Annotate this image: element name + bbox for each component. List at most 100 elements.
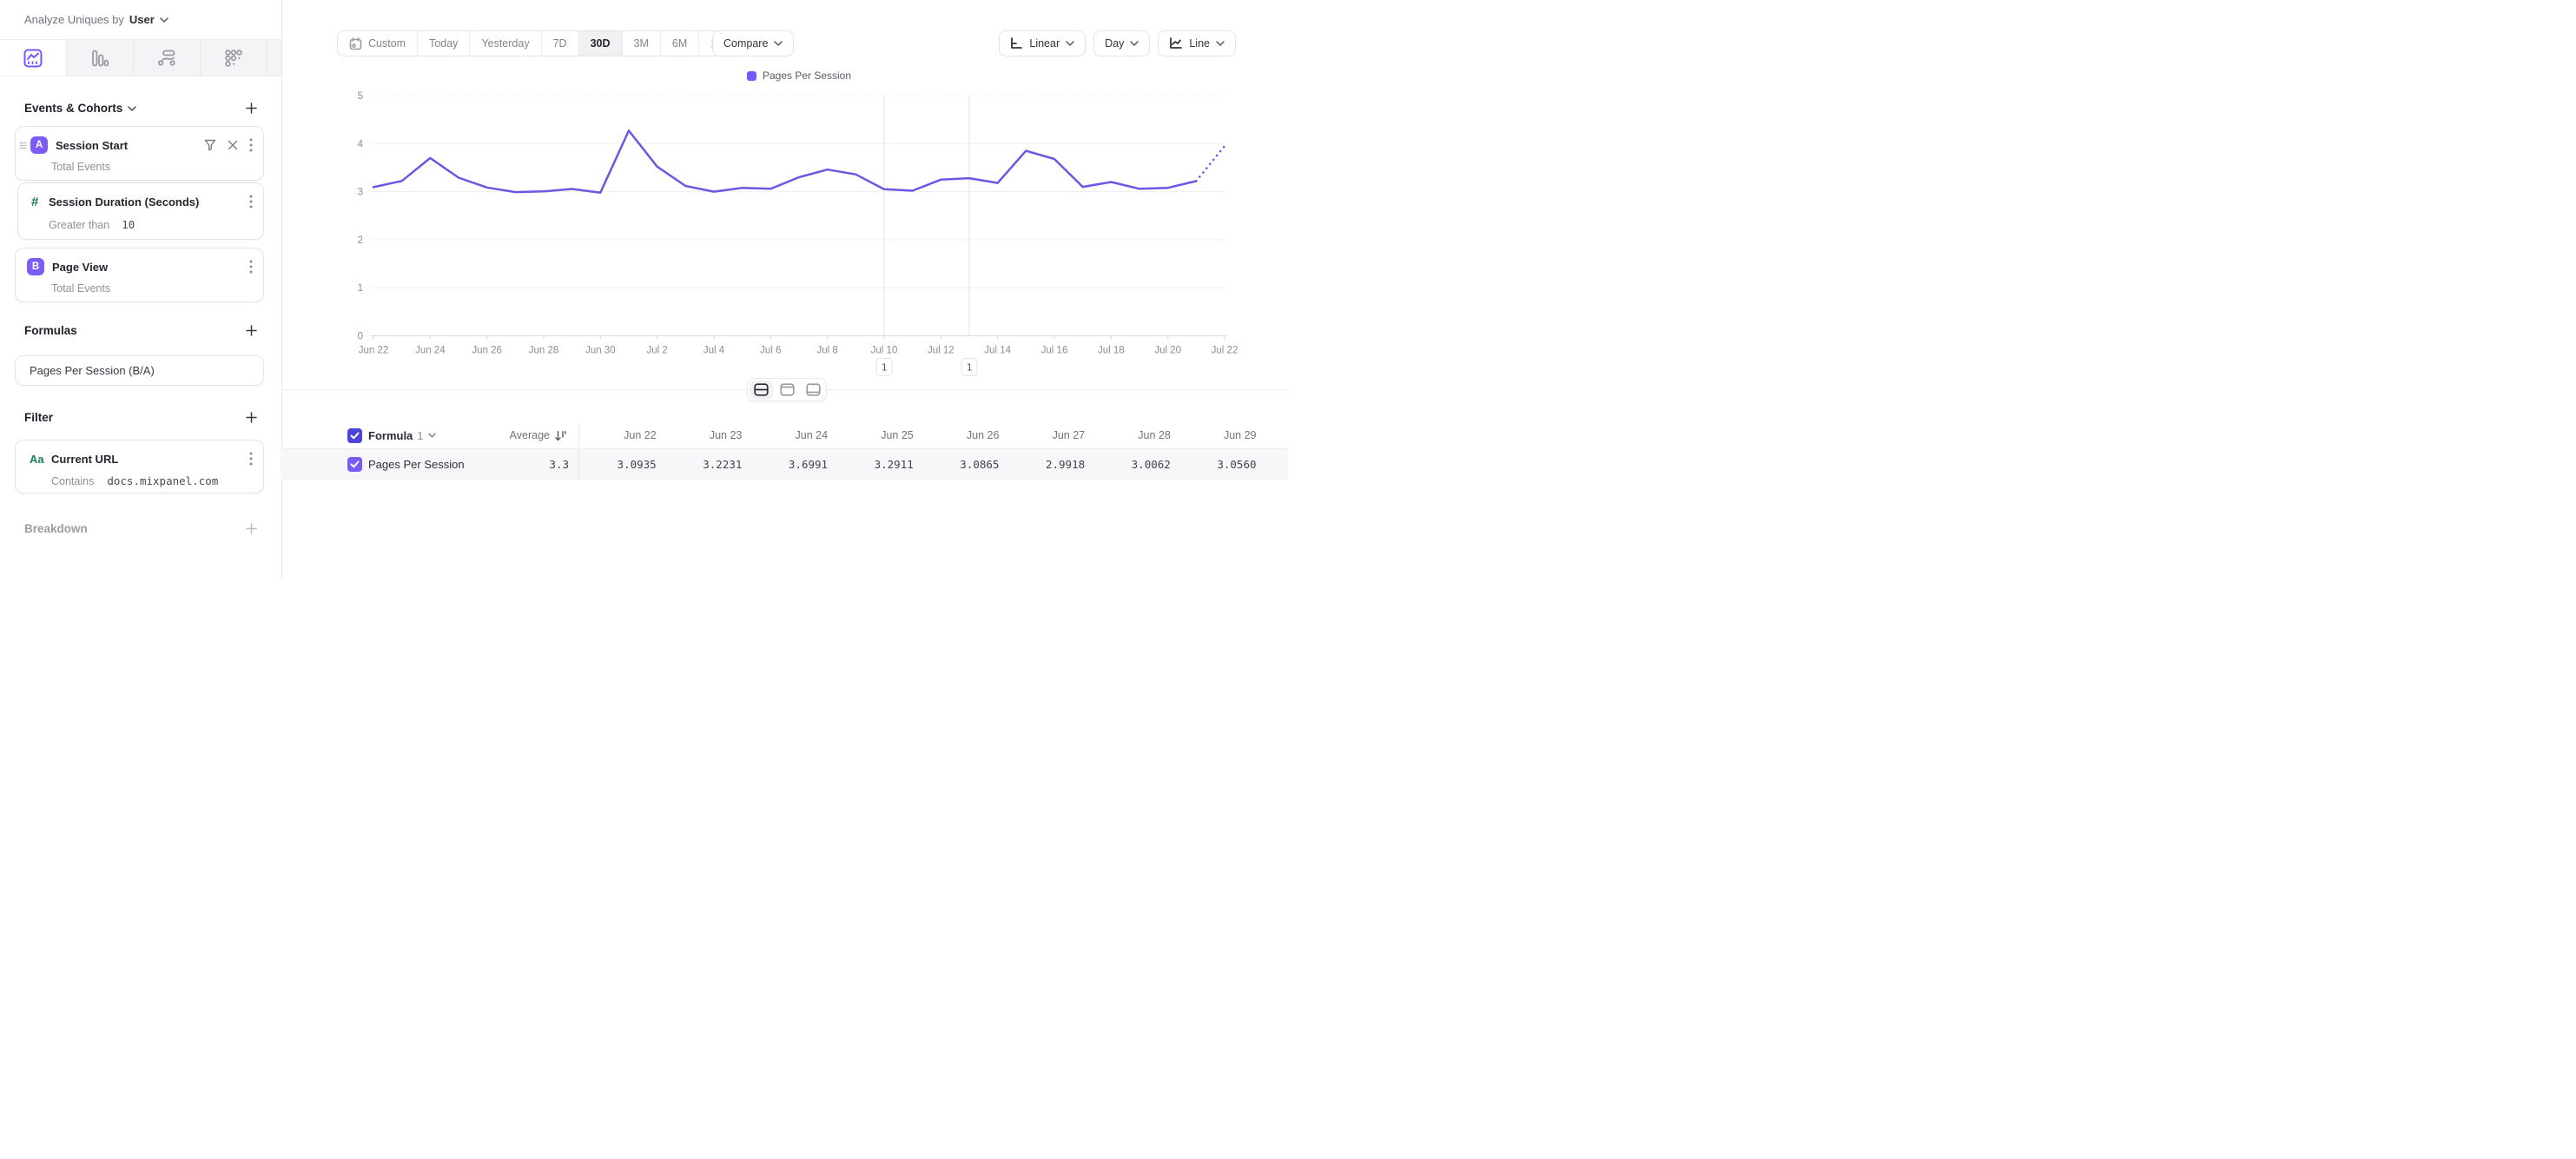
interval-dropdown[interactable]: Day xyxy=(1093,30,1151,56)
retention-dots-icon xyxy=(225,49,242,67)
tab-retention[interactable] xyxy=(201,40,268,76)
drag-handle-icon[interactable] xyxy=(19,142,27,149)
date-column-header[interactable]: Jun 27 xyxy=(1052,429,1086,441)
formula-expression[interactable]: Pages Per Session (B/A) xyxy=(30,364,155,377)
event-measure[interactable]: Total Events xyxy=(51,282,111,295)
x-axis-label: Jul 4 xyxy=(703,346,725,356)
range-6m[interactable]: 6M xyxy=(661,31,700,56)
chart-display-controls: Linear Day Line xyxy=(999,30,1236,56)
range-30d[interactable]: 30D xyxy=(578,31,623,56)
date-column-header[interactable]: Jun 25 xyxy=(881,429,914,441)
sort-descending-icon[interactable] xyxy=(555,430,566,441)
filter-property-name[interactable]: Current URL xyxy=(51,452,119,466)
range-label: 6M xyxy=(671,37,688,50)
add-formula-button[interactable] xyxy=(246,325,257,336)
series-name: Pages Per Session xyxy=(368,457,465,471)
formulas-header: Formulas xyxy=(24,323,264,338)
formula-column-header[interactable]: Formula 1 xyxy=(368,429,436,442)
add-breakdown-button[interactable] xyxy=(246,523,257,534)
scale-dropdown[interactable]: Linear xyxy=(999,30,1087,56)
event-options-button[interactable] xyxy=(249,260,253,274)
line-chart: 0 1 2 3 4 5 1 1 Jun 22 Jun 24 Jun 26 Jun 28 Jun 30 Ju… xyxy=(358,91,1238,376)
property-name[interactable]: Session Duration (Seconds) xyxy=(49,195,200,209)
events-cohorts-title[interactable]: Events & Cohorts xyxy=(24,102,123,115)
table-cell-value: 3.0062 xyxy=(1131,457,1171,471)
analyze-value-dropdown[interactable]: User xyxy=(129,13,155,26)
table-header-row: Formula 1 Average Jun 22 Jun 23 Jun 24 Jun … xyxy=(283,422,1288,449)
layout-table-only-button[interactable] xyxy=(802,381,825,400)
formula-card[interactable]: Pages Per Session (B/A) xyxy=(15,355,264,386)
tab-insights[interactable] xyxy=(0,40,67,76)
chart-legend[interactable]: Pages Per Session xyxy=(373,70,1225,82)
date-column-header[interactable]: Jun 23 xyxy=(709,429,743,441)
tab-flows[interactable] xyxy=(134,40,201,76)
layout-split-view-button[interactable] xyxy=(749,380,773,400)
range-3m[interactable]: 3M xyxy=(623,31,661,56)
add-event-button[interactable] xyxy=(246,103,257,114)
average-column-header[interactable]: Average xyxy=(509,429,550,441)
range-yesterday[interactable]: Yesterday xyxy=(470,31,542,56)
date-column-header[interactable]: Jun 28 xyxy=(1138,429,1171,441)
annotation-badge[interactable] xyxy=(961,358,978,376)
event-measure[interactable]: Total Events xyxy=(51,161,111,173)
property-options-button[interactable] xyxy=(249,195,253,209)
filter-value[interactable]: docs.mixpanel.com xyxy=(107,474,219,487)
y-axis-label: 5 xyxy=(358,91,363,102)
formulas-title: Formulas xyxy=(24,324,77,337)
remove-event-button[interactable] xyxy=(228,140,238,150)
range-label: Today xyxy=(429,37,459,50)
property-filter-card-session-duration[interactable]: # Session Duration (Seconds) Greater tha… xyxy=(17,182,264,240)
select-all-checkbox[interactable] xyxy=(347,427,362,443)
range-label: Yesterday xyxy=(481,37,530,50)
tabs-filler xyxy=(268,40,281,76)
filter-operator[interactable]: Contains xyxy=(51,474,95,487)
add-filter-button[interactable] xyxy=(204,139,216,151)
query-builder-sidebar: Analyze Uniques by User xyxy=(0,0,282,580)
event-options-button[interactable] xyxy=(249,138,253,152)
date-column-header[interactable]: Jun 22 xyxy=(624,429,657,441)
formula-header-label: Formula xyxy=(368,428,413,442)
x-axis-label: Jul 2 xyxy=(647,346,668,356)
chevron-down-icon xyxy=(1130,41,1139,46)
tab-funnels[interactable] xyxy=(67,40,134,76)
range-custom[interactable]: Custom xyxy=(338,31,419,56)
event-name[interactable]: Session Start xyxy=(56,138,129,152)
layout-toggle-group xyxy=(747,378,827,401)
table-data-row[interactable]: Pages Per Session 3.3 3.0935 3.2231 3.6991… xyxy=(283,449,1288,480)
event-card-session-start[interactable]: A Session Start Total Events xyxy=(15,126,264,181)
kebab-menu-icon xyxy=(249,195,253,209)
table-cell-value: 2.9918 xyxy=(1045,457,1086,471)
annotation-badge[interactable] xyxy=(875,358,893,376)
legend-swatch xyxy=(746,70,756,81)
x-axis-label: Jul 20 xyxy=(1154,346,1181,356)
interval-label: Day xyxy=(1105,37,1125,50)
global-filter-card-current-url[interactable]: Aa Current URL Contains docs.mixpanel.co… xyxy=(15,440,264,493)
filter-value[interactable]: 10 xyxy=(122,218,135,231)
x-axis-label: Jul 22 xyxy=(1212,346,1238,356)
compare-label: Compare xyxy=(723,37,769,50)
chevron-down-icon xyxy=(160,17,168,23)
date-column-header[interactable]: Jun 24 xyxy=(795,429,829,441)
chart-type-dropdown[interactable]: Line xyxy=(1158,30,1236,56)
report-type-tabs xyxy=(0,40,281,76)
filter-options-button[interactable] xyxy=(249,452,253,466)
event-name[interactable]: Page View xyxy=(52,260,109,274)
plus-icon xyxy=(246,103,257,114)
range-today[interactable]: Today xyxy=(418,31,471,56)
series-checkbox[interactable] xyxy=(347,456,362,472)
insights-chart-icon xyxy=(23,49,43,67)
date-column-header[interactable]: Jun 26 xyxy=(966,429,1000,441)
date-column-header[interactable]: Jun 29 xyxy=(1223,429,1257,441)
compare-button[interactable]: Compare xyxy=(712,30,795,56)
date-range-selector: CustomTodayYesterday7D30D3M6M12M xyxy=(337,30,744,56)
range-7d[interactable]: 7D xyxy=(542,31,579,56)
close-icon xyxy=(228,140,238,150)
event-card-page-view[interactable]: B Page View Total Events xyxy=(15,248,264,302)
analyze-uniques-bar: Analyze Uniques by User xyxy=(0,0,281,40)
funnels-bars-icon xyxy=(92,50,109,66)
add-filter-row-button[interactable] xyxy=(246,412,257,423)
kebab-menu-icon xyxy=(249,138,253,152)
scale-label: Linear xyxy=(1029,37,1060,50)
filter-operator[interactable]: Greater than xyxy=(49,218,110,231)
layout-chart-only-button[interactable] xyxy=(776,381,799,400)
